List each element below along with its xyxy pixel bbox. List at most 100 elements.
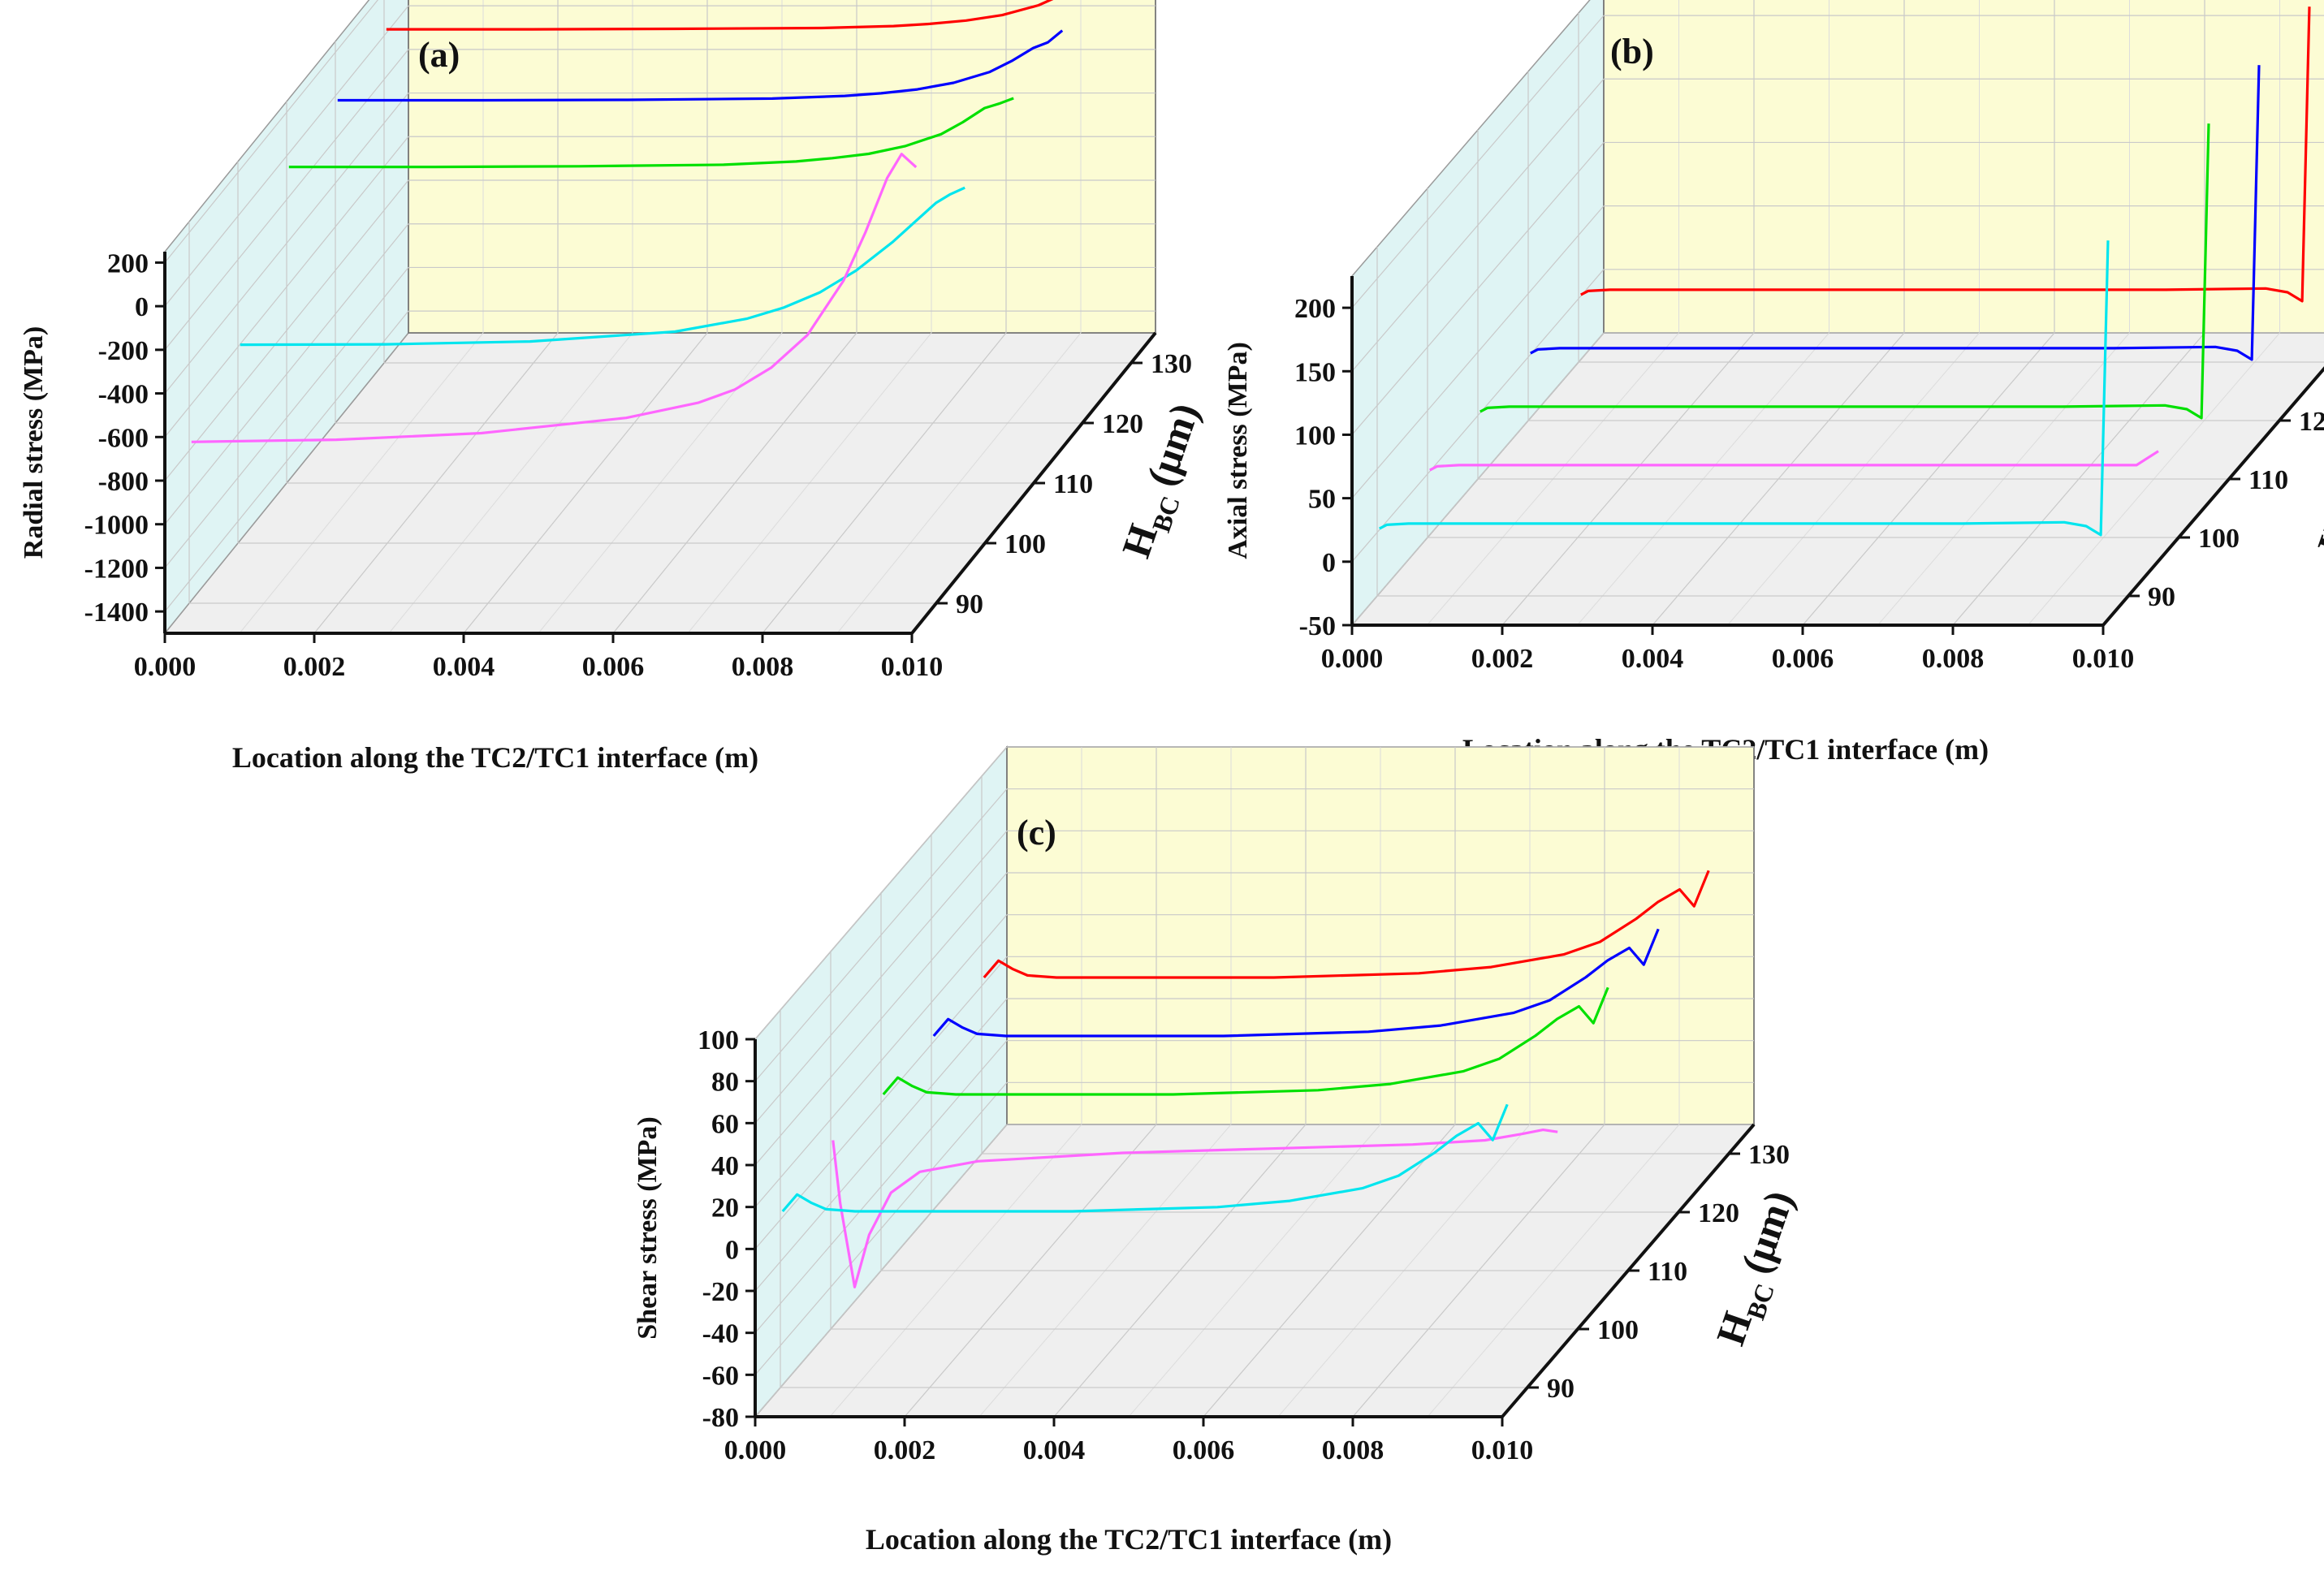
x-tick-label: 0.004 xyxy=(433,652,495,682)
side-grid-y-0 xyxy=(754,746,1008,1040)
x-tick-label: 0.006 xyxy=(582,652,645,682)
side-grid-y-8 xyxy=(164,310,409,612)
y-tick-label: 40 xyxy=(711,1151,739,1181)
back-wall-plane xyxy=(1603,0,2324,334)
y-axis-title: Shear stress (MPa) xyxy=(633,1116,663,1339)
y-tick-label: -400 xyxy=(98,380,149,410)
side-grid-y-6 xyxy=(164,223,409,525)
side-grid-y-2 xyxy=(754,830,1008,1124)
y-tick-label: -1000 xyxy=(84,511,149,541)
y-tick-label: 150 xyxy=(1294,357,1336,387)
y-tick-label: 200 xyxy=(107,248,149,278)
y-tick-label: 0 xyxy=(135,292,149,322)
x-tick-label: 0.008 xyxy=(1322,1435,1384,1465)
y-axis-title: Axial stress (MPa) xyxy=(1223,342,1253,559)
series-line-110 xyxy=(1479,123,2210,420)
y-tick-label: 60 xyxy=(711,1109,739,1139)
y-tick-label: 80 xyxy=(711,1068,739,1098)
z-tick-label: 90 xyxy=(956,589,983,619)
side-grid-y-7 xyxy=(164,267,409,568)
z-tick-label: 120 xyxy=(2299,407,2324,437)
y-tick-label: 0 xyxy=(725,1235,739,1265)
y-tick-label: -80 xyxy=(702,1403,739,1433)
series-line-120 xyxy=(932,928,1660,1038)
z-tick-label: 120 xyxy=(1102,409,1143,439)
series-line-90 xyxy=(781,1103,1509,1213)
series-line-110 xyxy=(288,97,1014,169)
side-grid-y-0 xyxy=(1351,15,1605,309)
side-grid-y-1 xyxy=(1351,78,1605,372)
x-axis-title: Location along the TC2/TC1 interface (m) xyxy=(866,1523,1392,1556)
side-grid-y-5 xyxy=(164,179,409,481)
z-tick-label: 100 xyxy=(1004,529,1046,559)
x-tick-label: 0.006 xyxy=(1173,1435,1235,1465)
y-tick-label: -20 xyxy=(702,1277,739,1307)
z-axis-title-unit: (μm) xyxy=(1732,1185,1803,1279)
side-grid-y-3 xyxy=(754,872,1008,1166)
x-tick-label: 0.010 xyxy=(2072,644,2135,674)
panel-label: (c) xyxy=(1017,813,1056,852)
side-grid-y-4 xyxy=(1351,269,1605,563)
y-tick-label: 0 xyxy=(1322,548,1336,578)
side-grid-y-4 xyxy=(164,136,409,438)
y-tick-label: -50 xyxy=(1299,611,1336,641)
panel-b: 0.000 0.002 0.004 0.006 0.008 0.010 200 150 100 5… xyxy=(1223,0,2324,766)
side-grid-y-1 xyxy=(754,788,1008,1082)
side-grid-y-5 xyxy=(1351,332,1605,626)
y-tick-label: 200 xyxy=(1294,294,1336,324)
x-tick-label: 0.002 xyxy=(1471,644,1534,674)
side-grid-y-3 xyxy=(1351,205,1605,499)
z-tick-label: 100 xyxy=(1597,1315,1639,1345)
y-axis-title: Radial stress (MPa) xyxy=(19,326,49,559)
side-grid-y-8 xyxy=(754,1081,1008,1375)
z-tick-label: 110 xyxy=(1648,1257,1687,1287)
series-line-120 xyxy=(337,29,1064,102)
x-tick-label: 0.002 xyxy=(283,652,346,682)
x-tick-label: 0.004 xyxy=(1622,644,1684,674)
series-line-120 xyxy=(1530,65,2261,361)
x-tick-label: 0.010 xyxy=(1471,1435,1534,1465)
z-tick-label: 90 xyxy=(1547,1374,1575,1404)
y-tick-label: -1200 xyxy=(84,554,149,584)
y-tick-label: -600 xyxy=(98,423,149,453)
x-axis-title: Location along the TC2/TC1 interface (m) xyxy=(232,741,758,774)
y-tick-label: -1400 xyxy=(84,598,149,628)
panel-c: 0.000 0.002 0.004 0.006 0.008 0.010 100 80 60 40 2… xyxy=(633,744,1803,1556)
z-tick-label: 90 xyxy=(2148,582,2175,612)
panel-label: (b) xyxy=(1610,32,1654,71)
series-line-130 xyxy=(983,870,1710,979)
y-tick-label: -40 xyxy=(702,1319,739,1349)
y-tick-label: -200 xyxy=(98,336,149,366)
x-tick-label: 0.008 xyxy=(1922,644,1985,674)
series-line-100 xyxy=(240,186,965,347)
x-tick-label: 0.010 xyxy=(881,652,944,682)
x-tick-label: 0.008 xyxy=(732,652,794,682)
series-line-100 xyxy=(1429,450,2159,472)
side-grid-y-0 xyxy=(164,0,379,263)
series-line-130 xyxy=(386,0,1054,31)
z-tick-label: 110 xyxy=(1053,469,1093,499)
side-grid-y-7 xyxy=(754,1040,1008,1334)
panel-a: 0.000 0.002 0.004 0.006 0.008 0.010 200 0 -200 -4… xyxy=(19,0,1207,774)
z-tick-label: 130 xyxy=(1748,1140,1790,1170)
z-tick-label: 120 xyxy=(1698,1198,1739,1228)
y-tick-label: 100 xyxy=(1294,421,1336,451)
x-tick-label: 0.002 xyxy=(874,1435,936,1465)
series-line-100 xyxy=(832,1129,1558,1288)
side-grid-y-1 xyxy=(164,5,409,307)
x-tick-label: 0.006 xyxy=(1772,644,1834,674)
x-tick-label: 0.000 xyxy=(724,1435,787,1465)
panel-label: (a) xyxy=(418,35,460,75)
side-grid-y-2 xyxy=(1351,142,1605,435)
z-tick-label: 130 xyxy=(1151,349,1192,379)
series-line-90 xyxy=(191,153,918,443)
y-tick-label: 100 xyxy=(698,1025,739,1055)
side-grid-y-6 xyxy=(754,998,1008,1292)
z-tick-label: 110 xyxy=(2248,465,2288,495)
x-tick-label: 0.004 xyxy=(1023,1435,1086,1465)
z-tick-label: 100 xyxy=(2198,524,2240,554)
series-line-110 xyxy=(882,986,1609,1096)
x-tick-label: 0.000 xyxy=(134,652,197,682)
y-tick-label: 50 xyxy=(1308,485,1336,515)
